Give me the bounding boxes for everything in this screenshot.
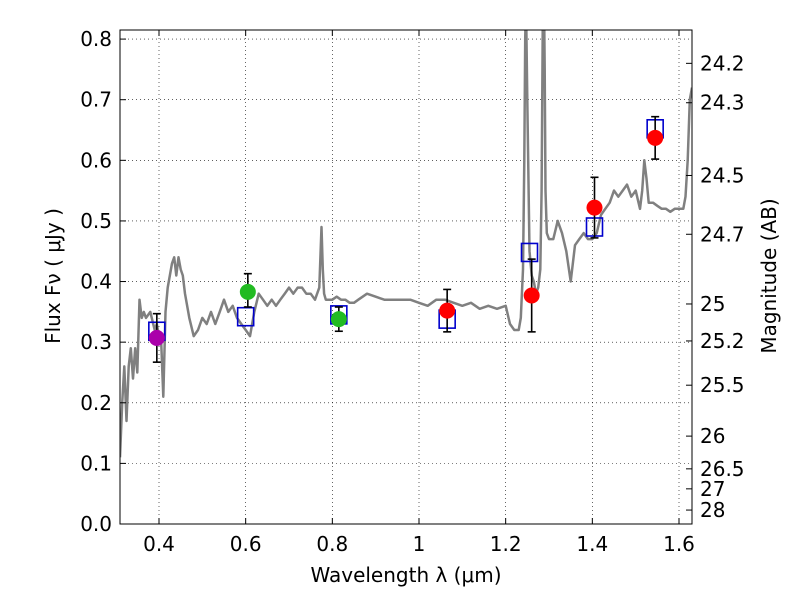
right-tick-label: 25.2 [700,329,745,353]
x-tick-label: 1.2 [490,532,522,556]
y-axis-label: Flux Fν ( μJy ) [41,208,65,344]
spectrum-line [120,30,692,458]
right-tick-label: 24.5 [700,163,745,187]
y-tick-label: 0.0 [80,512,112,536]
observed-point [148,329,165,346]
y-tick-label: 0.7 [80,88,112,112]
y-axis: 0.0 0.1 0.2 0.3 0.4 0.5 0.6 0.7 0.8 [80,27,126,536]
x-axis-label: Wavelength λ (μm) [310,563,501,587]
y-tick-label: 0.4 [80,270,112,294]
y-tick-label: 0.2 [80,391,112,415]
right-tick-label: 24.3 [700,91,745,115]
right-tick-label: 27 [700,477,725,501]
observed-point [330,311,347,328]
x-tick-label: 0.6 [230,532,262,556]
x-tick-label: 1.6 [663,532,695,556]
grid-lines [120,30,692,525]
right-tick-label: 25 [700,292,725,316]
y-tick-label: 0.8 [80,27,112,51]
right-tick-label: 26 [700,424,725,448]
right-tick-label: 24.2 [700,51,745,75]
y-tick-label: 0.3 [80,330,112,354]
spectrum-series [120,30,692,458]
x-tick-label: 0.8 [316,532,348,556]
observed-points-series [148,115,664,363]
observed-point [586,199,603,216]
right-tick-label: 28 [700,498,725,522]
x-tick-label: 1.4 [576,532,608,556]
y-tick-label: 0.1 [80,451,112,475]
plot-frame [119,29,693,525]
y-tick-label: 0.6 [80,148,112,172]
x-axis: 0.4 0.6 0.8 1 1.2 1.4 1.6 [143,30,695,556]
observed-point [439,302,456,319]
observed-point [239,283,256,300]
observed-point [647,129,664,146]
right-axis-label: Magnitude (AB) [757,198,781,353]
x-tick-label: 1 [413,532,426,556]
observed-point [523,287,540,304]
model-point [520,242,539,263]
right-tick-label: 25.5 [700,373,745,397]
right-tick-label: 26.5 [700,457,745,481]
x-tick-label: 0.4 [143,532,175,556]
y-tick-label: 0.5 [80,209,112,233]
right-tick-label: 24.7 [700,222,745,246]
